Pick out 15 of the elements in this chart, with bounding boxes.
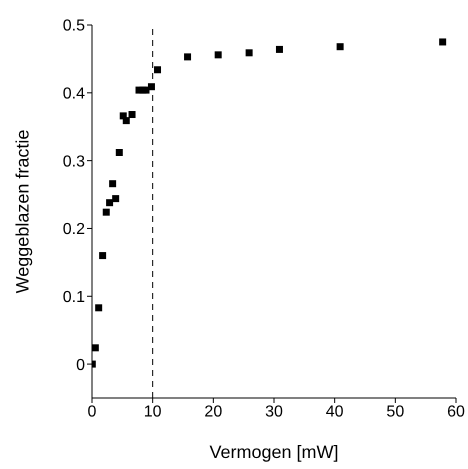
x-tick-label: 50: [386, 403, 404, 420]
y-axis-title: Weggeblazen fractie: [12, 130, 32, 294]
x-tick-label: 0: [88, 403, 97, 420]
y-tick-label: 0.2: [62, 221, 86, 238]
x-axis-title: Vermogen [mW]: [209, 442, 339, 462]
y-tick-label: 0.1: [62, 288, 86, 306]
y-tick-label: 0.4: [62, 86, 86, 102]
y-tick-label: 0.3: [62, 153, 86, 170]
x-tick-label: 20: [204, 403, 222, 420]
x-tick-label: 30: [265, 403, 283, 420]
x-tick-label: 60: [447, 403, 465, 420]
y-tick-label: 0: [76, 356, 86, 374]
x-tick-label: 10: [144, 403, 162, 420]
y-tick-label: 0.5: [62, 18, 86, 35]
x-tick-label: 40: [326, 403, 344, 420]
